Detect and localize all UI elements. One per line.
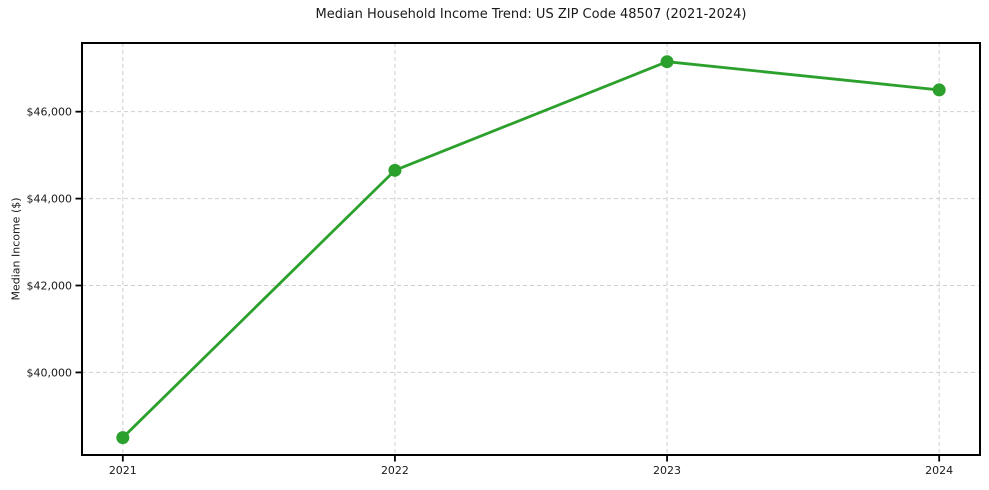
y-tick-label: $42,000 bbox=[27, 280, 73, 293]
trend-line bbox=[121, 60, 941, 440]
data-point-marker bbox=[932, 83, 946, 97]
y-tick-label: $40,000 bbox=[27, 366, 73, 379]
y-tick-label: $44,000 bbox=[27, 193, 73, 206]
data-point-marker bbox=[660, 55, 674, 69]
x-tick-label: 2024 bbox=[925, 464, 953, 477]
chart-title: Median Household Income Trend: US ZIP Co… bbox=[315, 7, 747, 22]
y-tick-label: $46,000 bbox=[27, 106, 73, 119]
x-tick-label: 2023 bbox=[653, 464, 681, 477]
axes-spines bbox=[81, 42, 981, 456]
data-point-marker bbox=[388, 163, 402, 177]
data-point-marker bbox=[116, 431, 130, 445]
x-tick-label: 2021 bbox=[109, 464, 137, 477]
x-tick-label: 2022 bbox=[381, 464, 409, 477]
